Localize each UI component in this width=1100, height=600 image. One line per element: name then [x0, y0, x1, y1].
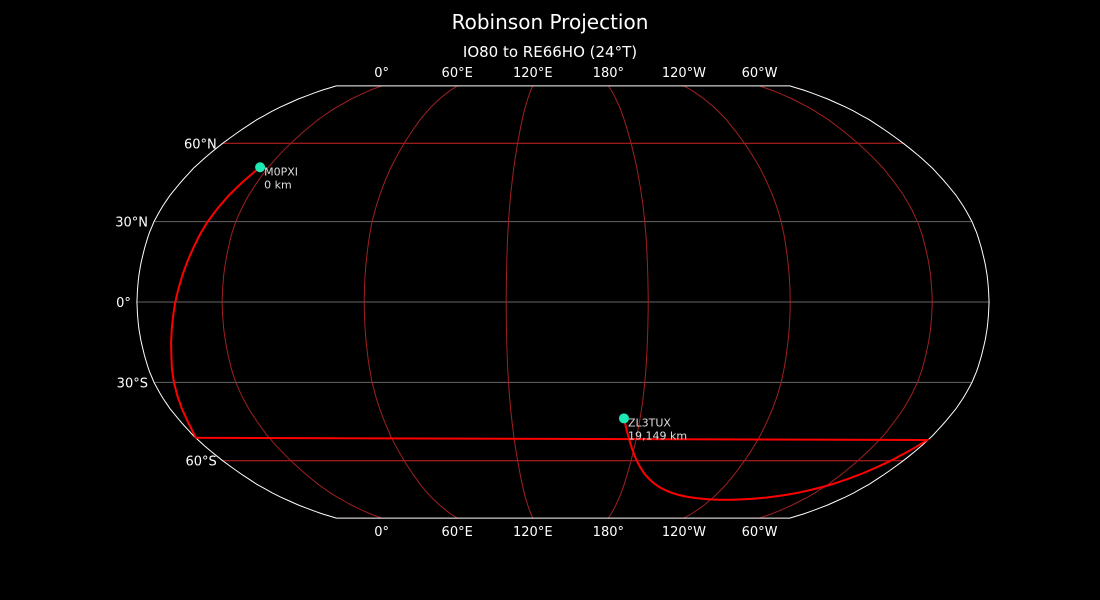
station-callsign: M0PXI — [264, 165, 298, 178]
map-outline — [136, 85, 990, 519]
meridian-line — [759, 85, 933, 519]
lon-label-top: 120°W — [662, 66, 706, 81]
lon-label-bottom: 60°E — [442, 525, 473, 540]
lat-label: 60°S — [185, 455, 216, 470]
meridian-line — [363, 85, 458, 519]
station-callsign: ZL3TUX — [628, 416, 671, 429]
meridian-line — [607, 85, 649, 519]
lon-label-bottom: 60°W — [742, 525, 778, 540]
lat-label: 60°N — [184, 137, 217, 152]
station-distance: 0 km — [264, 178, 292, 191]
lon-label-top: 120°E — [513, 66, 553, 81]
lon-label-top: 0° — [374, 66, 389, 81]
meridian-line — [505, 85, 534, 519]
station-marker — [618, 413, 629, 424]
lon-label-bottom: 0° — [374, 525, 389, 540]
lat-label: 30°S — [117, 376, 148, 391]
meridian-line — [683, 85, 791, 519]
meridian-line — [221, 85, 382, 519]
map-title: Robinson Projection — [451, 10, 649, 34]
lat-label: 0° — [116, 296, 131, 311]
lon-label-top: 180° — [593, 66, 624, 81]
great-circle-path — [170, 166, 931, 501]
lon-label-bottom: 120°E — [513, 525, 553, 540]
lat-label: 30°N — [115, 216, 148, 231]
lon-label-bottom: 180° — [593, 525, 624, 540]
map-subtitle: IO80 to RE66HO (24°T) — [462, 43, 638, 61]
lon-label-top: 60°E — [442, 66, 473, 81]
lon-label-bottom: 120°W — [662, 525, 706, 540]
lon-label-top: 60°W — [742, 66, 778, 81]
station-distance: 19,149 km — [628, 429, 687, 442]
station-marker — [255, 162, 266, 173]
